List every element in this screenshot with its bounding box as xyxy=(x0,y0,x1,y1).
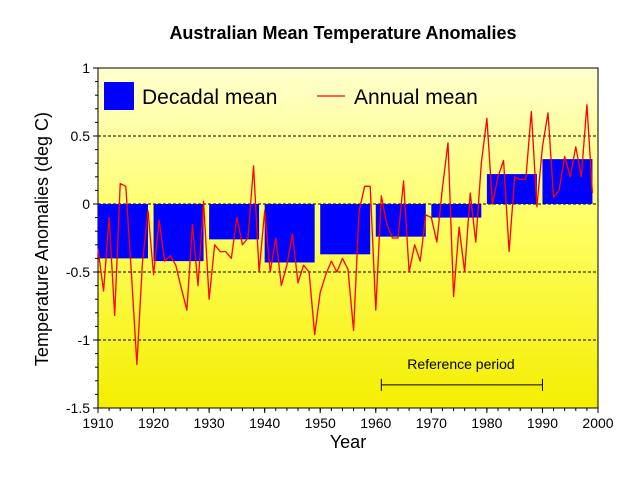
x-tick-label-5: 1960 xyxy=(360,415,391,431)
legend-swatch-decadal xyxy=(104,82,134,110)
legend-label-decadal: Decadal mean xyxy=(142,86,277,109)
y-tick-label-5: -1.5 xyxy=(66,400,90,416)
chart-title: Australian Mean Temperature Anomalies xyxy=(169,23,516,43)
x-tick-label-3: 1940 xyxy=(249,415,280,431)
x-tick-label-2: 1930 xyxy=(194,415,225,431)
x-axis-title: Year xyxy=(330,432,366,452)
legend: Decadal mean Annual mean xyxy=(104,82,478,110)
decadal-bars xyxy=(98,159,593,263)
x-tick-label-6: 1970 xyxy=(416,415,447,431)
x-tick-label-4: 1950 xyxy=(305,415,336,431)
x-tick-label-0: 1910 xyxy=(82,415,113,431)
annual-line-layer xyxy=(97,104,594,366)
decadal-bar-1940 xyxy=(264,204,315,263)
x-tick-label-9: 2000 xyxy=(582,415,613,431)
reference-period-annotation: Reference period xyxy=(380,356,543,391)
x-tick-label-8: 1990 xyxy=(527,415,558,431)
decadal-bar-1970 xyxy=(431,204,482,218)
y-tick-label-4: -1 xyxy=(78,332,91,348)
reference-period-label: Reference period xyxy=(407,356,514,372)
decadal-bar-1980 xyxy=(486,174,537,204)
x-tick-label-7: 1980 xyxy=(471,415,502,431)
decadal-bar-1950 xyxy=(320,204,371,255)
x-axis: 1910 1920 1930 1940 1950 1960 1970 1980 1990 2000 xyxy=(82,408,614,431)
x-tick-label-1: 1920 xyxy=(138,415,169,431)
legend-label-annual: Annual mean xyxy=(354,86,478,109)
annual-mean-line xyxy=(97,104,594,366)
y-axis: 1 0.5 0 -0.5 -1 -1.5 xyxy=(66,60,98,416)
y-tick-label-2: 0 xyxy=(82,196,90,212)
y-tick-label-3: -0.5 xyxy=(66,264,90,280)
y-axis-title: Temperature Anomalies (deg C) xyxy=(32,112,52,366)
y-tick-label-0: 1 xyxy=(82,60,90,76)
decadal-bar-1910 xyxy=(98,204,148,259)
y-tick-label-1: 0.5 xyxy=(71,128,91,144)
